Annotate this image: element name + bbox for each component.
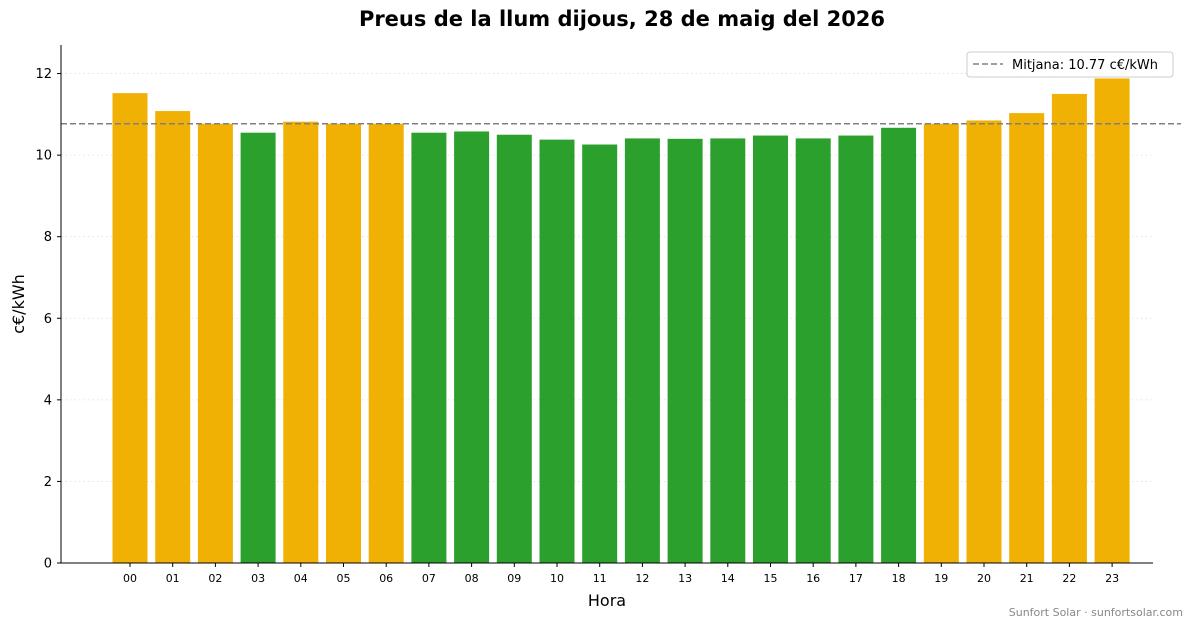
chart-title: Preus de la llum dijous, 28 de maig del … xyxy=(359,7,885,31)
x-tick-label: 05 xyxy=(337,572,351,585)
x-tick-label: 11 xyxy=(593,572,607,585)
x-tick-label: 02 xyxy=(208,572,222,585)
bar-hour-02 xyxy=(197,123,233,563)
bar-hour-06 xyxy=(368,123,404,563)
x-tick-label: 22 xyxy=(1062,572,1076,585)
x-tick-label: 12 xyxy=(635,572,649,585)
y-tick-label: 4 xyxy=(44,393,52,408)
bar-hour-04 xyxy=(283,121,319,564)
x-tick-label: 10 xyxy=(550,572,564,585)
bar-hour-23 xyxy=(1094,78,1130,563)
y-axis-label: c€/kWh xyxy=(9,274,28,334)
x-tick-label: 00 xyxy=(123,572,137,585)
bar-hour-14 xyxy=(710,138,746,564)
y-tick-label: 12 xyxy=(35,67,52,82)
bar-hour-07 xyxy=(411,132,447,563)
legend-label: Mitjana: 10.77 c€/kWh xyxy=(1012,58,1158,73)
bar-hour-17 xyxy=(838,135,874,563)
bar-hour-22 xyxy=(1051,93,1087,563)
x-tick-label: 13 xyxy=(678,572,692,585)
x-tick-label: 01 xyxy=(166,572,180,585)
x-tick-label: 06 xyxy=(379,572,393,585)
x-tick-label: 09 xyxy=(507,572,521,585)
bar-hour-00 xyxy=(112,93,148,563)
y-tick-label: 2 xyxy=(44,475,52,490)
bar-hour-19 xyxy=(923,123,959,563)
bar-hour-18 xyxy=(881,127,917,563)
bar-hour-15 xyxy=(753,135,788,563)
x-tick-label: 03 xyxy=(251,572,265,585)
bar-hour-12 xyxy=(624,138,660,564)
x-tick-label: 20 xyxy=(977,572,991,585)
bar-hour-13 xyxy=(667,138,703,563)
x-tick-label: 21 xyxy=(1020,572,1034,585)
x-tick-label: 07 xyxy=(422,572,436,585)
legend-box xyxy=(966,51,1174,78)
y-tick-label: 0 xyxy=(44,557,52,572)
x-tick-label: 16 xyxy=(806,572,820,585)
bar-hour-05 xyxy=(326,123,361,563)
x-tick-label: 23 xyxy=(1105,572,1119,585)
bar-hour-21 xyxy=(1009,113,1045,563)
bars xyxy=(112,78,1130,564)
x-tick-label: 18 xyxy=(892,572,906,585)
credit-text: Sunfort Solar · sunfortsolar.com xyxy=(1008,606,1183,619)
x-tick-label: 08 xyxy=(465,572,479,585)
bar-hour-09 xyxy=(496,134,532,563)
x-ticks: 00 01 02 03 04 05 06 07 08 09 10 11 12 13 14 15 16 17 18 19… xyxy=(123,563,1119,585)
bar-hour-20 xyxy=(966,120,1002,563)
y-tick-label: 10 xyxy=(35,149,52,164)
legend: Mitjana: 10.77 c€/kWh xyxy=(966,51,1174,78)
axes xyxy=(60,45,1153,564)
x-tick-label: 15 xyxy=(764,572,778,585)
x-tick-label: 14 xyxy=(721,572,735,585)
x-tick-label: 04 xyxy=(294,572,308,585)
x-tick-label: 17 xyxy=(849,572,863,585)
y-tick-label: 6 xyxy=(44,312,52,327)
bar-hour-01 xyxy=(155,111,191,563)
y-ticks: 0 2 4 6 8 10 12 xyxy=(35,67,61,572)
y-tick-label: 8 xyxy=(44,230,52,245)
bar-hour-16 xyxy=(795,138,831,564)
x-axis-label: Hora xyxy=(588,591,626,610)
bar-hour-10 xyxy=(539,139,575,563)
bar-hour-11 xyxy=(582,144,618,564)
bar-hour-03 xyxy=(240,132,276,563)
x-tick-label: 19 xyxy=(934,572,948,585)
bar-hour-08 xyxy=(454,131,490,563)
